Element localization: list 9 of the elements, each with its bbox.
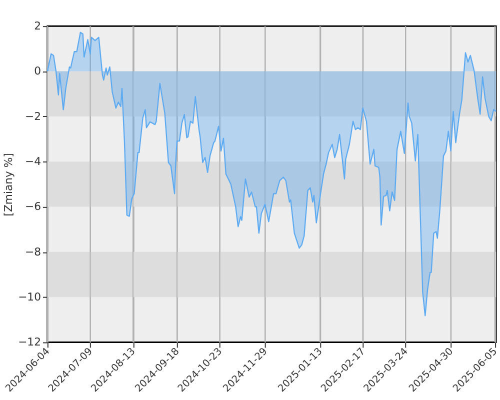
y-tick-label: 0 [34,64,42,78]
y-tick-label: −4 [24,155,42,168]
y-tick-label: 2 [34,20,42,33]
y-tick-label: −10 [18,290,42,304]
y-tick-label: −6 [24,200,42,214]
y-tick-label: −2 [24,110,42,123]
y-axis-title: [Zmiany %] [2,153,16,216]
y-tick-label: −8 [24,245,42,258]
y-tick-label: −12 [18,336,42,349]
